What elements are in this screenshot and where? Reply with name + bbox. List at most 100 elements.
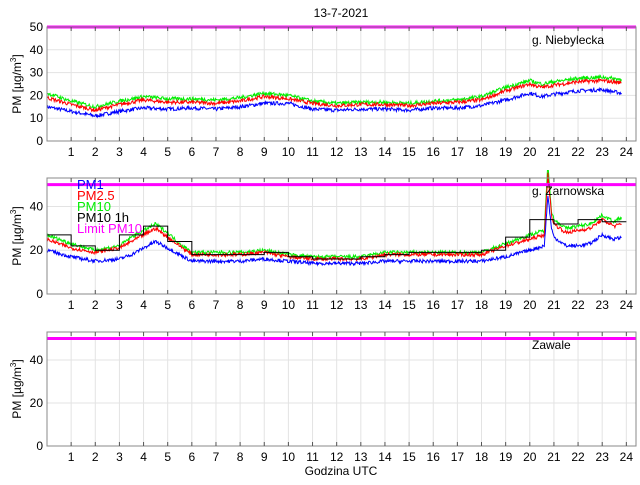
series-pm25-line bbox=[47, 78, 622, 113]
plot-area bbox=[47, 170, 627, 267]
x-tick-label: 21 bbox=[547, 145, 561, 159]
axes-frame bbox=[46, 177, 637, 295]
y-axis-label-main: PM [µg/m bbox=[10, 367, 24, 419]
x-tick-label: 13 bbox=[354, 145, 368, 159]
x-tick-label: 14 bbox=[378, 298, 392, 312]
x-tick-label: 21 bbox=[547, 298, 561, 312]
x-tick-label: 6 bbox=[188, 450, 195, 464]
y-axis-label: PM [µg/m3] bbox=[9, 206, 24, 265]
x-tick-label: 16 bbox=[427, 145, 441, 159]
plot-area bbox=[47, 73, 622, 119]
x-tick-label: 14 bbox=[378, 450, 392, 464]
y-axis-label-superscript: 3 bbox=[9, 57, 18, 62]
x-tick-label: 18 bbox=[475, 450, 489, 464]
station-label: g. Niebylecka bbox=[532, 33, 604, 47]
x-tick-label: 8 bbox=[237, 298, 244, 312]
legend-entry-pm10: PM10 bbox=[77, 199, 111, 214]
x-tick-label: 2 bbox=[92, 298, 99, 312]
x-tick-label: 4 bbox=[140, 298, 147, 312]
x-tick-label: 3 bbox=[116, 145, 123, 159]
x-tick-label: 2 bbox=[92, 450, 99, 464]
legend-entry-pm25: PM2.5 bbox=[77, 188, 115, 203]
x-tick-label: 8 bbox=[237, 145, 244, 159]
y-tick-label: 30 bbox=[30, 66, 44, 80]
y-tick-label: 10 bbox=[30, 111, 44, 125]
y-tick-label: 0 bbox=[36, 439, 43, 453]
y-tick-label: 40 bbox=[30, 199, 44, 213]
x-tick-label: 11 bbox=[306, 145, 319, 159]
y-tick-label: 20 bbox=[30, 88, 44, 102]
x-tick-label: 18 bbox=[475, 298, 489, 312]
x-tick-label: 8 bbox=[237, 450, 244, 464]
series-pm10-line bbox=[47, 170, 622, 260]
series-pm1-line bbox=[47, 195, 622, 267]
x-tick-label: 7 bbox=[213, 298, 220, 312]
y-axis-label-main: PM [µg/m bbox=[10, 214, 24, 266]
x-tick-label: 17 bbox=[451, 450, 465, 464]
x-tick-label: 12 bbox=[330, 450, 344, 464]
x-tick-label: 22 bbox=[571, 450, 585, 464]
x-tick-label: 9 bbox=[261, 145, 268, 159]
x-tick-label: 21 bbox=[547, 450, 561, 464]
x-tick-label: 22 bbox=[571, 145, 585, 159]
x-tick-label: 24 bbox=[620, 298, 634, 312]
y-axis-label-superscript: 3 bbox=[9, 362, 18, 367]
x-tick-label: 6 bbox=[188, 145, 195, 159]
x-tick-label: 24 bbox=[620, 145, 634, 159]
x-tick-label: 3 bbox=[116, 298, 123, 312]
station-label: Zawale bbox=[532, 338, 571, 352]
x-axis-label: Godzina UTC bbox=[305, 464, 378, 478]
x-tick-label: 19 bbox=[499, 450, 513, 464]
x-tick-label: 11 bbox=[306, 450, 319, 464]
x-tick-label: 12 bbox=[330, 145, 344, 159]
y-tick-label: 40 bbox=[30, 353, 44, 367]
y-axis-label: PM [µg/m3] bbox=[9, 54, 24, 113]
y-axis-label-end: ] bbox=[10, 359, 24, 362]
series-pm10-line bbox=[47, 73, 622, 109]
x-tick-label: 4 bbox=[140, 450, 147, 464]
x-tick-label: 20 bbox=[523, 450, 537, 464]
x-tick-label: 13 bbox=[354, 298, 368, 312]
x-tick-label: 16 bbox=[427, 298, 441, 312]
x-tick-label: 12 bbox=[330, 298, 344, 312]
y-axis-label: PM [µg/m3] bbox=[9, 359, 24, 418]
y-tick-label: 50 bbox=[30, 20, 44, 34]
y-axis-label-main: PM [µg/m bbox=[10, 62, 24, 114]
x-tick-label: 18 bbox=[475, 145, 489, 159]
panel-3: 1 2 3 4 5 6 7 8 9 10 11 12 13 14 15 16 17 18 19 20 21 22 23 240… bbox=[9, 331, 637, 464]
x-tick-label: 15 bbox=[402, 145, 416, 159]
y-tick-label: 0 bbox=[36, 134, 43, 148]
x-tick-label: 1 bbox=[68, 298, 75, 312]
chart-title: 13-7-2021 bbox=[314, 6, 369, 20]
x-tick-label: 2 bbox=[92, 145, 99, 159]
series-pm10-1h-step bbox=[47, 219, 627, 260]
x-tick-label: 5 bbox=[164, 298, 171, 312]
x-tick-label: 6 bbox=[188, 298, 195, 312]
x-tick-label: 15 bbox=[402, 450, 416, 464]
x-tick-label: 24 bbox=[620, 450, 634, 464]
axes-frame bbox=[46, 331, 637, 447]
legend-entry-pm1: PM1 bbox=[77, 177, 104, 192]
y-axis-label-end: ] bbox=[10, 206, 24, 209]
x-tick-label: 4 bbox=[140, 145, 147, 159]
legend-entry-limit: Limit PM10 bbox=[77, 221, 142, 236]
x-tick-label: 15 bbox=[402, 298, 416, 312]
x-tick-label: 17 bbox=[451, 145, 465, 159]
x-tick-label: 5 bbox=[164, 145, 171, 159]
x-tick-label: 19 bbox=[499, 298, 513, 312]
y-tick-label: 20 bbox=[30, 243, 44, 257]
y-axis-label-end: ] bbox=[10, 54, 24, 57]
x-tick-label: 10 bbox=[282, 450, 296, 464]
legend-entry-pm10_1h: PM10 1h bbox=[77, 210, 129, 225]
x-tick-label: 17 bbox=[451, 298, 465, 312]
x-tick-label: 3 bbox=[116, 450, 123, 464]
x-tick-label: 23 bbox=[596, 450, 610, 464]
x-tick-label: 14 bbox=[378, 145, 392, 159]
x-tick-label: 10 bbox=[282, 298, 296, 312]
station-label: g. Żarnowska bbox=[532, 184, 604, 198]
series-pm1-line bbox=[47, 86, 622, 119]
y-tick-label: 0 bbox=[36, 287, 43, 301]
panel-1: 1 2 3 4 5 6 7 8 9 10 11 12 13 14 15 16 17 18 19 20 21 22 23 240… bbox=[9, 20, 637, 159]
y-tick-label: 40 bbox=[30, 43, 44, 57]
